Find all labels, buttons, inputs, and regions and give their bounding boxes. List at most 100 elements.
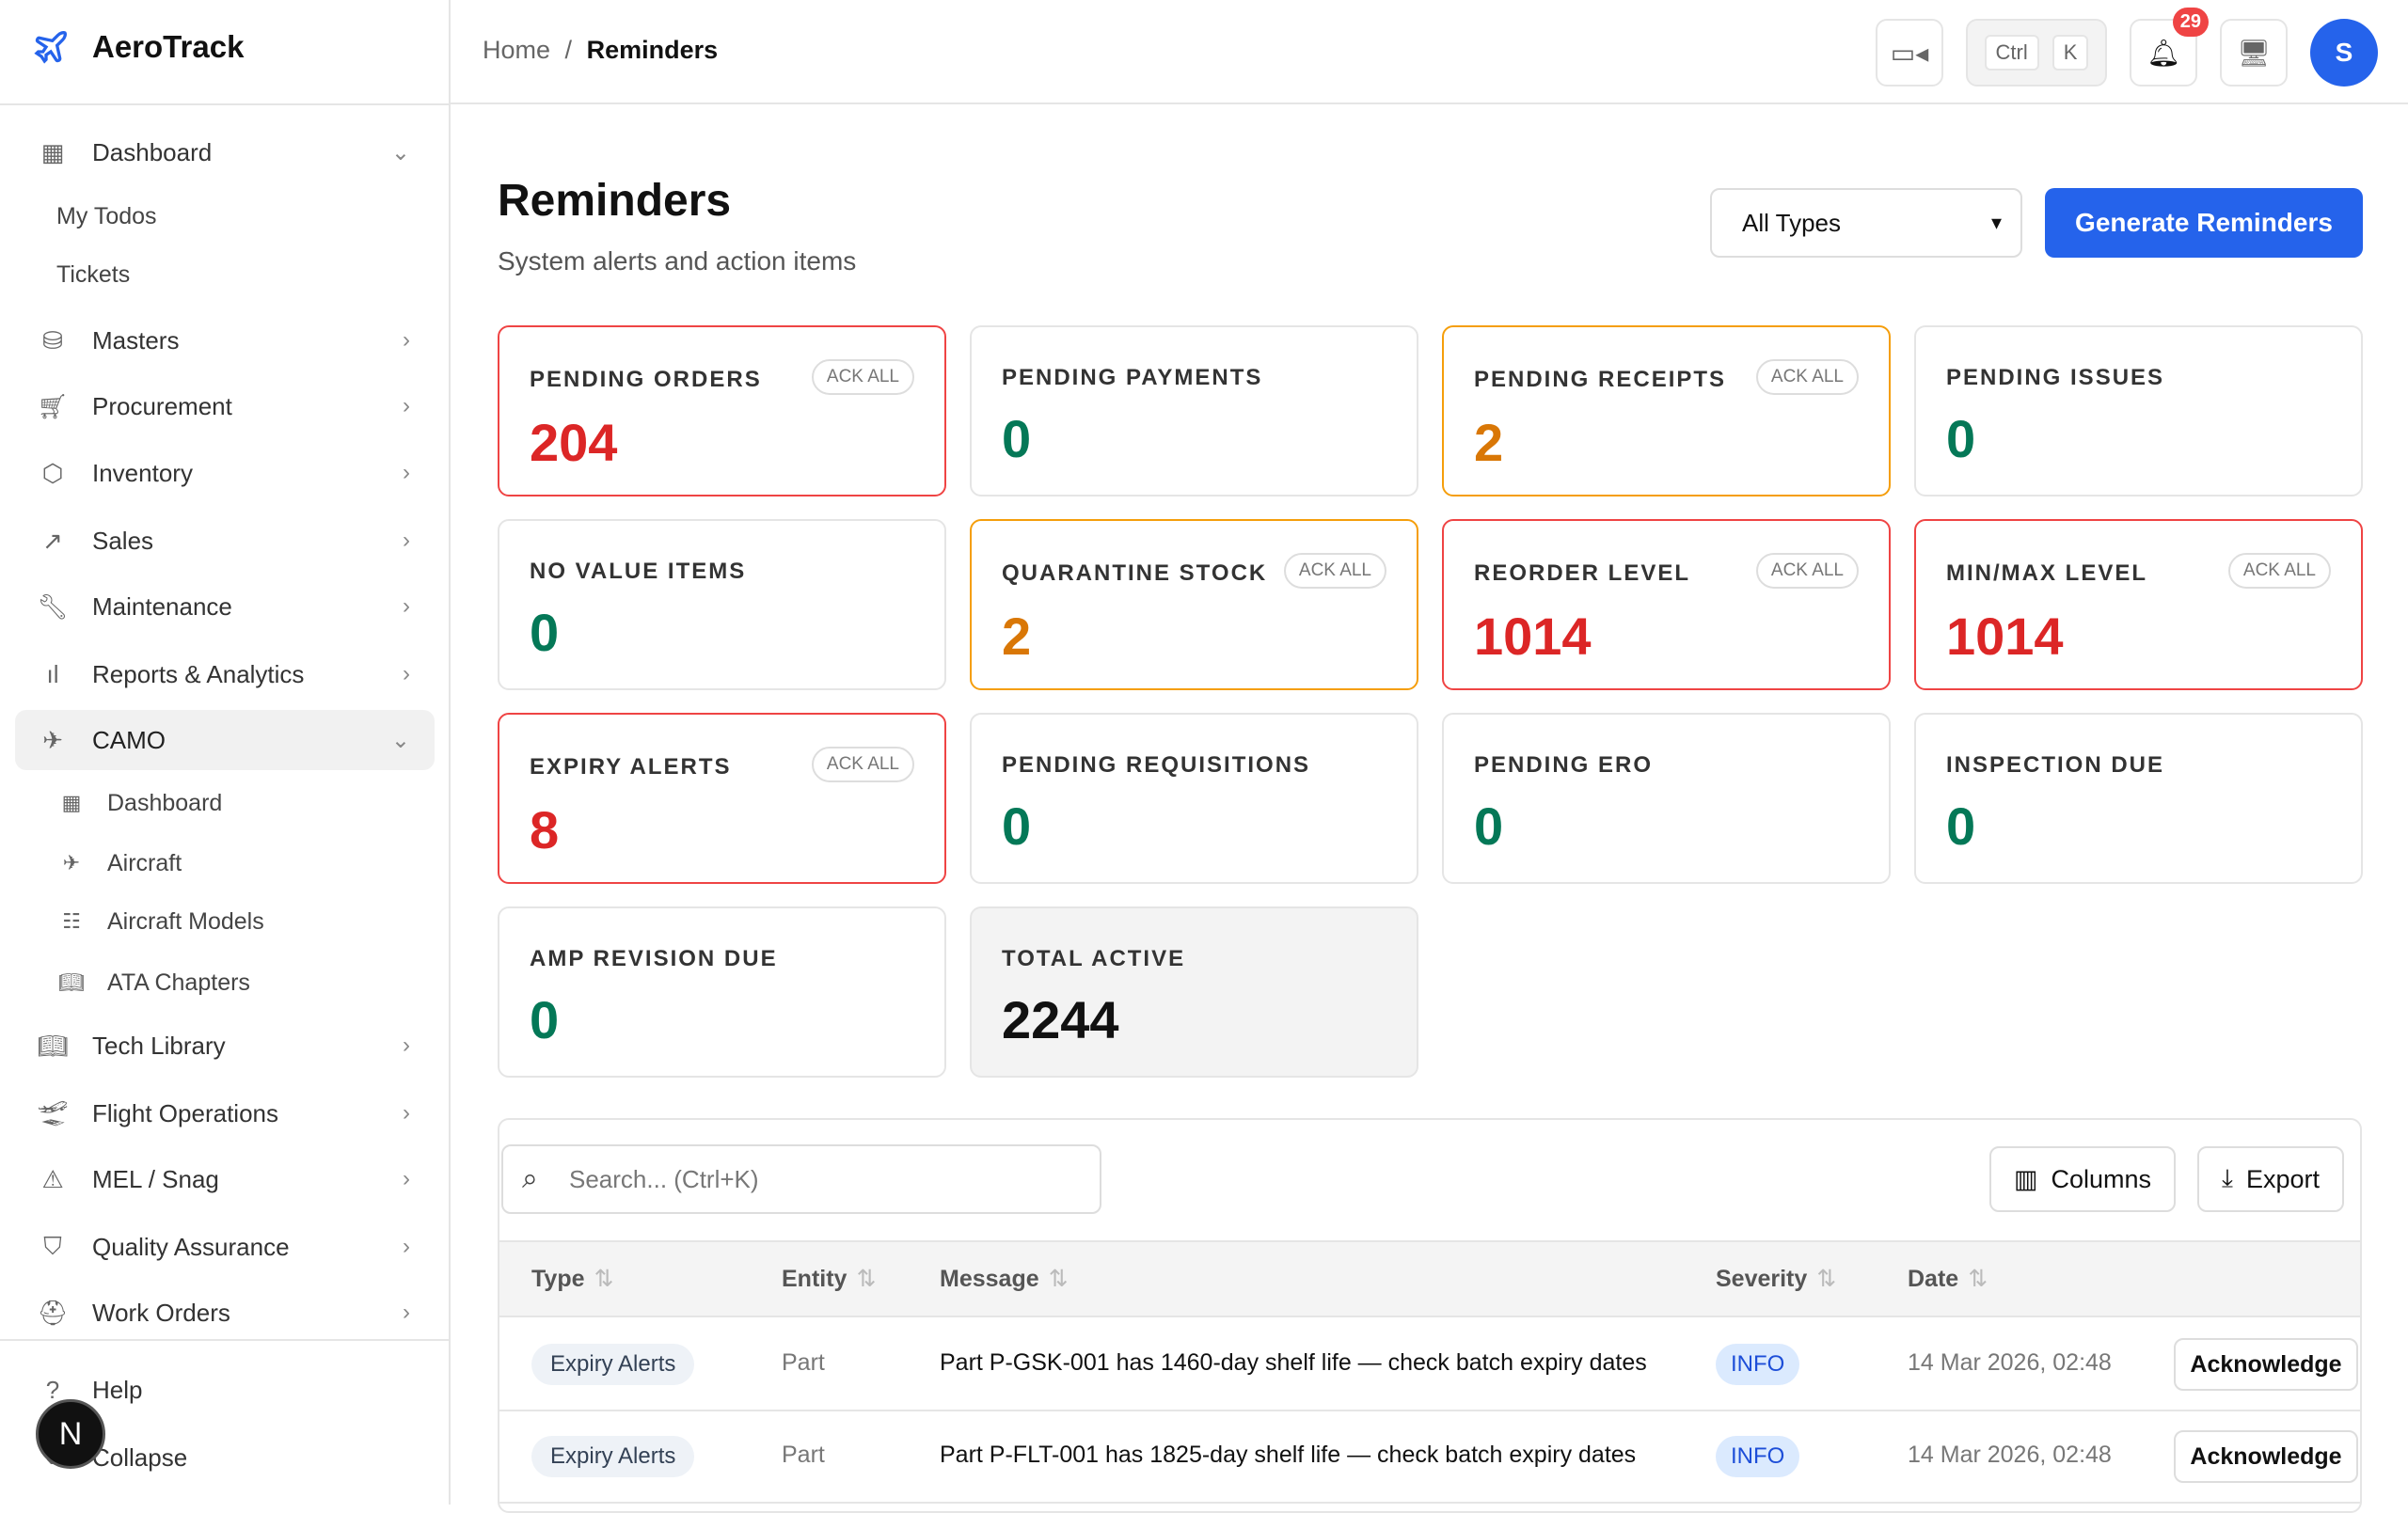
- sidebar-item-tech-library[interactable]: 📖︎ Tech Library ›: [15, 1016, 435, 1076]
- cart-icon: 🛒︎: [37, 391, 69, 420]
- stat-card: TOTAL ACTIVE 2244: [970, 906, 1418, 1078]
- video-icon: ▭◂: [1890, 38, 1929, 68]
- stat-card: QUARANTINE STOCK 2 ACK ALL: [970, 519, 1418, 690]
- generate-reminders-button[interactable]: Generate Reminders: [2045, 188, 2363, 258]
- chevron-right-icon: ›: [403, 327, 410, 353]
- breadcrumb: Home / Reminders: [483, 36, 718, 65]
- stat-label: MIN/MAX LEVEL: [1946, 560, 2148, 586]
- col-message[interactable]: Message ⇅: [940, 1266, 1069, 1292]
- ack-all-button[interactable]: ACK ALL: [811, 747, 914, 782]
- col-type[interactable]: Type ⇅: [531, 1266, 614, 1292]
- sidebar-item-sales[interactable]: ↗ Sales ›: [15, 511, 435, 571]
- acknowledge-button[interactable]: Acknowledge: [2174, 1430, 2358, 1483]
- sidebar-item-maintenance[interactable]: 🔧︎ Maintenance ›: [15, 576, 435, 637]
- user-avatar[interactable]: S: [2310, 19, 2378, 87]
- label: ATA Chapters: [107, 969, 250, 996]
- grid-icon: ▦: [40, 137, 65, 166]
- stat-card: NO VALUE ITEMS 0: [498, 519, 946, 690]
- plane-icon: ✈: [42, 725, 63, 754]
- table-header: Type ⇅ Entity ⇅ Message ⇅ Severity ⇅ Date ⇅: [499, 1240, 2360, 1317]
- date-cell: 14 Mar 2026, 02:48: [1908, 1349, 2112, 1376]
- help-icon: ?: [45, 1375, 60, 1404]
- selected-value: All Types: [1742, 208, 1842, 237]
- chevron-right-icon: ›: [403, 528, 410, 553]
- sidebar-item-procurement[interactable]: 🛒︎ Procurement ›: [15, 376, 435, 436]
- type-badge: Expiry Alerts: [531, 1436, 695, 1477]
- label: Work Orders: [92, 1298, 230, 1327]
- entity-cell: Part: [782, 1442, 825, 1468]
- stat-value: 0: [530, 990, 560, 1049]
- sidebar-item-aircraft-models[interactable]: ☷ Aircraft Models: [15, 891, 435, 952]
- bell-icon: 🔔︎: [2147, 38, 2180, 68]
- box-icon: ⬡: [41, 458, 64, 487]
- col-date[interactable]: Date ⇅: [1908, 1266, 1988, 1292]
- sidebar-item-aircraft[interactable]: ✈ Aircraft: [15, 833, 435, 893]
- stat-label: EXPIRY ALERTS: [530, 754, 732, 780]
- acknowledge-button[interactable]: Acknowledge: [2174, 1338, 2358, 1391]
- user-avatar[interactable]: N: [36, 1399, 105, 1469]
- sidebar-item-work-orders[interactable]: ⛑ Work Orders ›: [15, 1283, 435, 1343]
- logo[interactable]: AeroTrack: [32, 28, 244, 66]
- monitor-icon: 🖥︎: [2237, 38, 2271, 68]
- stat-label: AMP REVISION DUE: [530, 946, 778, 971]
- chevron-right-icon: ›: [403, 1032, 410, 1058]
- sort-icon: ⇅: [856, 1266, 877, 1292]
- label: Help: [92, 1375, 143, 1404]
- ack-all-button[interactable]: ACK ALL: [2227, 553, 2331, 589]
- sidebar-item-camo[interactable]: ✈ CAMO ⌄: [15, 710, 435, 770]
- export-button[interactable]: ⤓ Export: [2197, 1146, 2344, 1212]
- ack-all-button[interactable]: ACK ALL: [1755, 359, 1859, 395]
- col-entity[interactable]: Entity ⇅: [782, 1266, 877, 1292]
- display-button[interactable]: 🖥︎: [2220, 19, 2288, 87]
- sidebar-item-masters[interactable]: ⛁ Masters ›: [15, 310, 435, 370]
- help-link[interactable]: ? Help: [15, 1360, 435, 1420]
- label: Aircraft Models: [107, 907, 264, 935]
- stat-value: 0: [1946, 409, 1976, 468]
- sidebar-item-camo-dashboard[interactable]: ▦ Dashboard: [15, 773, 435, 833]
- ack-all-button[interactable]: ACK ALL: [1283, 553, 1386, 589]
- video-button[interactable]: ▭◂: [1876, 19, 1943, 87]
- page-subtitle: System alerts and action items: [498, 246, 857, 276]
- columns-icon: ▥: [2014, 1164, 2038, 1193]
- book-icon: 📖︎: [58, 970, 85, 994]
- sidebar-item-ata-chapters[interactable]: 📖︎ ATA Chapters: [15, 953, 435, 1013]
- divider: [0, 103, 451, 105]
- ack-all-button[interactable]: ACK ALL: [1755, 553, 1859, 589]
- breadcrumb-home[interactable]: Home: [483, 36, 551, 64]
- sidebar-item-mel-snag[interactable]: ⚠ MEL / Snag ›: [15, 1149, 435, 1209]
- kbd-k: K: [2052, 35, 2089, 71]
- search-input[interactable]: ⌕ Search... (Ctrl+K): [501, 1144, 1101, 1214]
- ack-all-button[interactable]: ACK ALL: [811, 359, 914, 395]
- sidebar-item-reports[interactable]: ıl Reports & Analytics ›: [15, 644, 435, 704]
- label: Flight Operations: [92, 1098, 278, 1127]
- col-severity[interactable]: Severity ⇅: [1716, 1266, 1837, 1292]
- sort-icon: ⇅: [594, 1266, 614, 1292]
- stat-value: 0: [1474, 796, 1504, 856]
- stat-value: 2: [1002, 607, 1032, 666]
- chevron-down-icon: ⌄: [390, 139, 410, 165]
- label: Columns: [2051, 1164, 2152, 1193]
- stat-card: REORDER LEVEL 1014 ACK ALL: [1442, 519, 1891, 690]
- app-name: AeroTrack: [92, 29, 245, 64]
- notifications-button[interactable]: 🔔︎ 29: [2130, 8, 2209, 87]
- sidebar-item-dashboard[interactable]: ▦ Dashboard ⌄: [15, 122, 435, 182]
- label: My Todos: [56, 202, 157, 229]
- severity-badge: INFO: [1716, 1344, 1800, 1385]
- chevron-right-icon: ›: [403, 593, 410, 619]
- kbd-ctrl: Ctrl: [1984, 35, 2039, 71]
- sidebar-item-tickets[interactable]: Tickets: [15, 244, 435, 305]
- download-icon: ⤓: [2222, 1164, 2233, 1192]
- sidebar-item-flight-operations[interactable]: 🛫︎ Flight Operations ›: [15, 1083, 435, 1143]
- stat-card: PENDING ORDERS 204 ACK ALL: [498, 325, 946, 496]
- sidebar-item-my-todos[interactable]: My Todos: [15, 186, 435, 246]
- sidebar-item-quality-assurance[interactable]: ⛉ Quality Assurance ›: [15, 1217, 435, 1277]
- stat-card: EXPIRY ALERTS 8 ACK ALL: [498, 713, 946, 884]
- sort-icon: ⇅: [1968, 1266, 1988, 1292]
- date-cell: 14 Mar 2026, 02:48: [1908, 1442, 2112, 1468]
- stat-card: PENDING RECEIPTS 2 ACK ALL: [1442, 325, 1891, 496]
- stat-label: NO VALUE ITEMS: [530, 559, 747, 584]
- type-filter-select[interactable]: All Types ▾: [1710, 188, 2022, 258]
- command-palette-button[interactable]: Ctrl K: [1966, 19, 2107, 87]
- sidebar-item-inventory[interactable]: ⬡ Inventory ›: [15, 443, 435, 503]
- columns-button[interactable]: ▥ Columns: [1989, 1146, 2177, 1212]
